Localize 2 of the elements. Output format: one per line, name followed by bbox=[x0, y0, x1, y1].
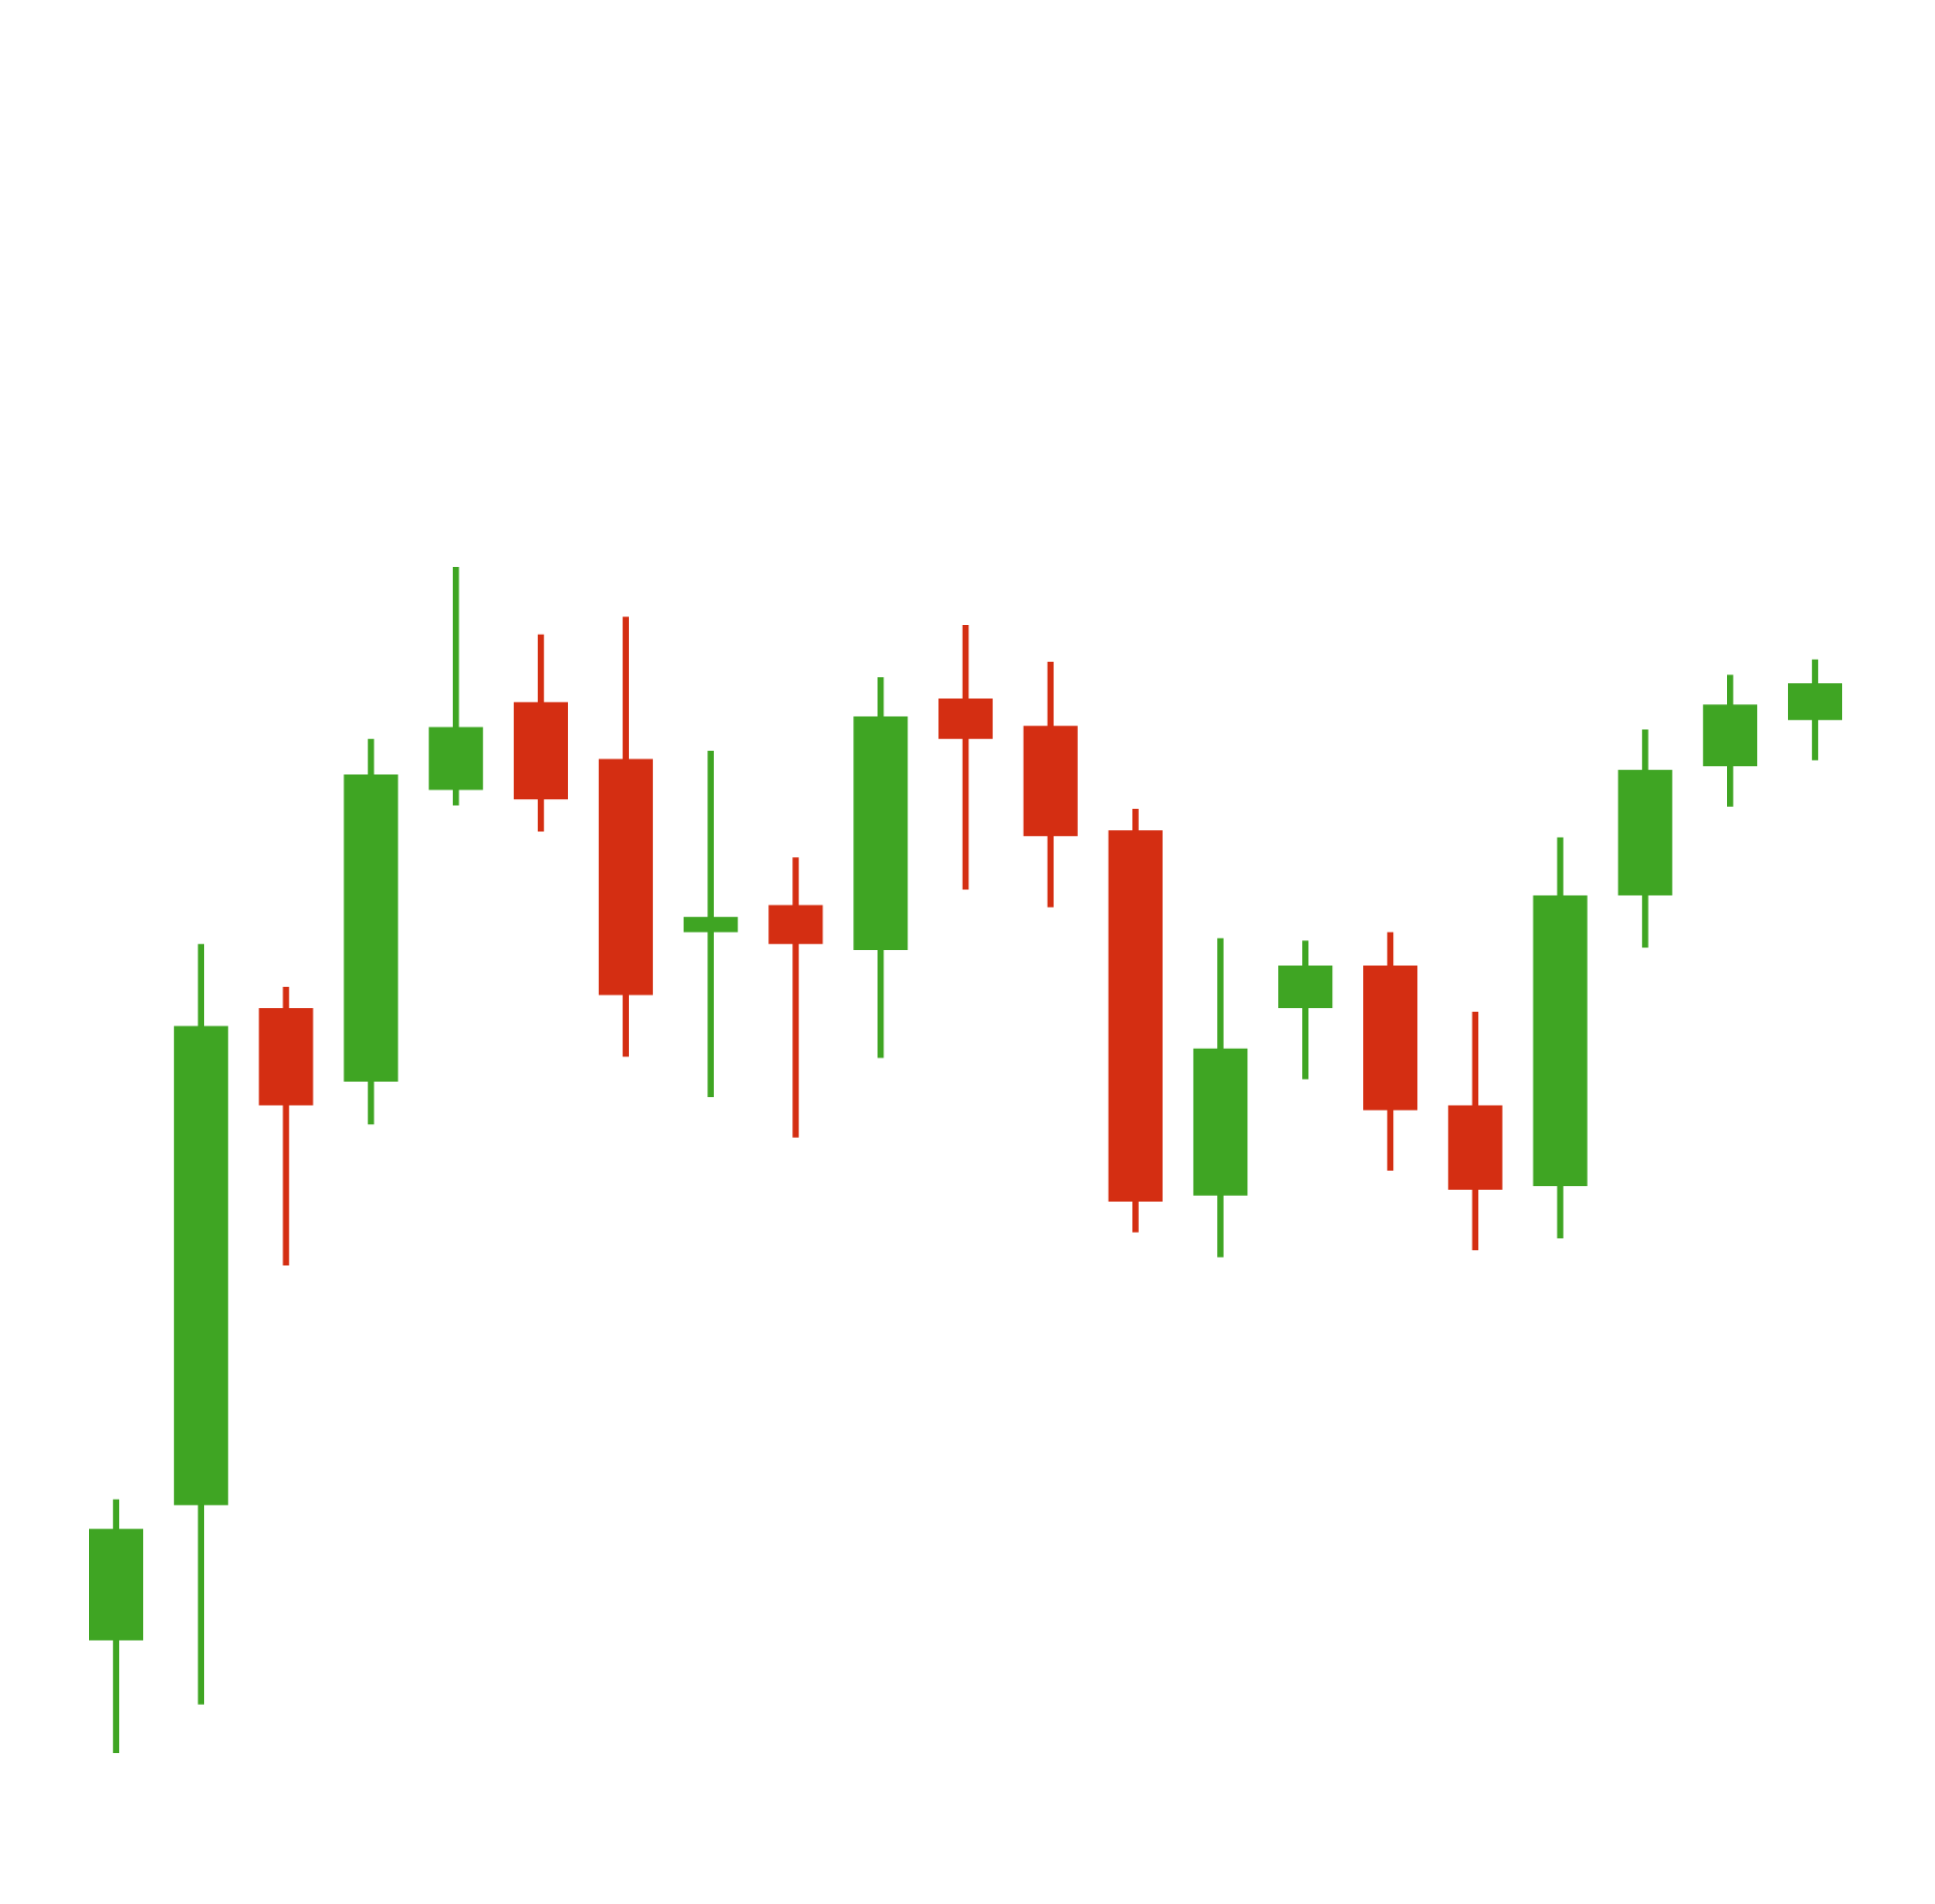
candlestick bbox=[768, 857, 823, 1138]
candlestick bbox=[683, 751, 738, 1098]
